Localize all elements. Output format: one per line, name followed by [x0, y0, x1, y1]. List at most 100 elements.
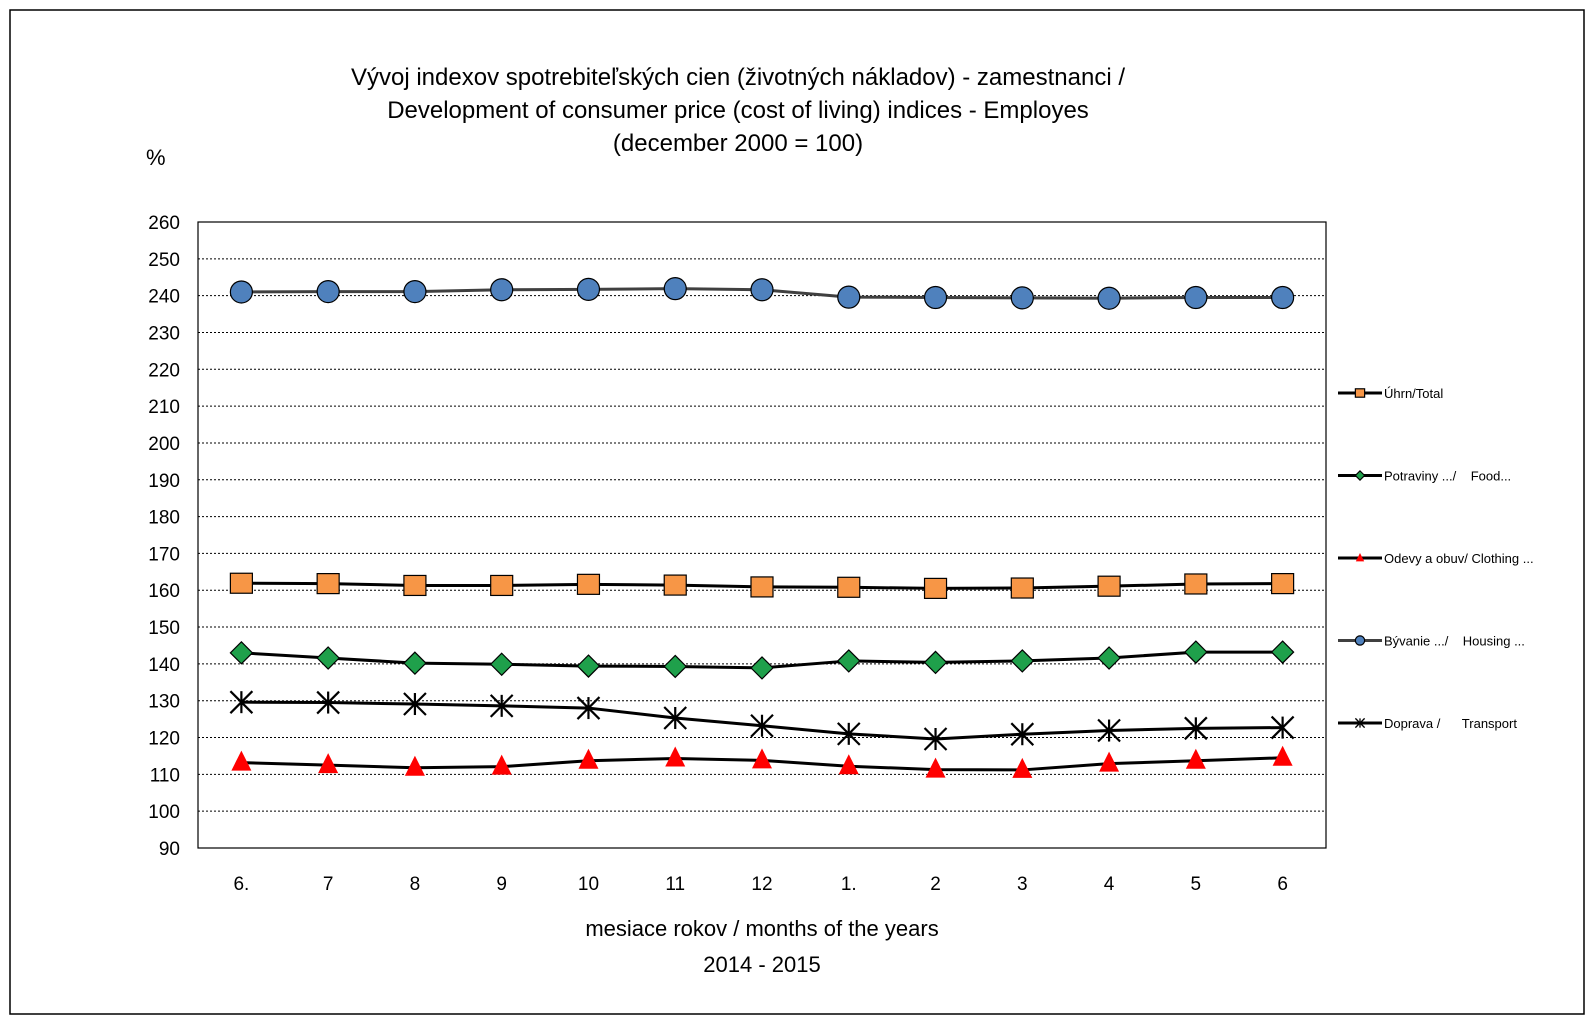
legend-marker	[1354, 635, 1366, 646]
data-point	[752, 748, 772, 769]
x-tick-label: 10	[578, 874, 599, 895]
data-point	[1270, 640, 1295, 664]
chart-title: Vývoj indexov spotrebiteľských cien (živ…	[351, 64, 1125, 157]
data-point	[665, 746, 686, 767]
legend: Úhrn/Total Potraviny .../ Food... Odevy a …	[1338, 386, 1534, 731]
y-tick-label: 180	[148, 508, 180, 529]
data-point	[1010, 577, 1034, 599]
data-point	[576, 573, 601, 595]
y-tick-label: 230	[148, 323, 180, 344]
data-point	[489, 652, 514, 677]
data-point	[1097, 575, 1121, 597]
plot-area	[198, 222, 1326, 848]
data-point	[1010, 722, 1035, 746]
data-point	[404, 755, 425, 776]
x-axis-title: mesiace rokov / months of the years 2014…	[585, 916, 938, 977]
legend-item: Doprava / Transport	[1338, 716, 1517, 731]
data-point	[576, 277, 601, 301]
data-point	[316, 279, 340, 304]
data-point	[1010, 286, 1034, 310]
data-point	[316, 690, 340, 715]
data-point	[1012, 757, 1033, 778]
y-tick-label: 110	[150, 765, 180, 786]
legend-marker	[1354, 717, 1366, 729]
y-tick-label: 210	[148, 397, 180, 418]
data-point	[750, 278, 774, 302]
data-point	[489, 694, 514, 718]
data-point	[837, 285, 861, 309]
data-point	[1270, 715, 1295, 740]
y-tick-label: 260	[148, 213, 180, 234]
data-point	[231, 750, 252, 771]
data-point	[750, 576, 774, 598]
data-point	[1185, 748, 1206, 769]
data-point	[663, 277, 687, 301]
legend-marker	[1355, 552, 1365, 562]
title-line-3: (december 2000 = 100)	[613, 130, 863, 157]
legend-label: Úhrn/Total	[1384, 386, 1443, 401]
data-point	[403, 279, 427, 304]
y-tick-label: 130	[148, 692, 180, 713]
data-point	[1272, 745, 1293, 766]
data-point	[490, 278, 514, 302]
x-tick-label: 6.	[233, 874, 249, 895]
x-tick-label: 3	[1017, 874, 1028, 895]
data-point	[1271, 573, 1295, 595]
title-line-2: Development of consumer price (cost of l…	[387, 97, 1089, 124]
legend-label: Bývanie .../ Housing ...	[1384, 634, 1525, 649]
y-tick-label: 90	[159, 839, 180, 860]
series-1	[229, 640, 1295, 680]
data-point	[923, 577, 948, 599]
data-point	[490, 574, 514, 597]
data-point	[1097, 718, 1121, 743]
y-tick-label: 170	[148, 544, 180, 565]
data-point	[403, 574, 427, 597]
legend-label: Doprava / Transport	[1384, 716, 1517, 731]
data-point	[750, 656, 774, 680]
y-tick-label: 160	[148, 581, 180, 602]
data-point	[229, 640, 254, 665]
data-point	[1097, 646, 1121, 670]
data-point	[576, 654, 601, 678]
data-point	[1099, 751, 1120, 772]
y-tick-label: 140	[148, 655, 180, 676]
y-tick-label: 100	[148, 802, 180, 823]
x-tick-label: 7	[323, 874, 334, 895]
series-2	[231, 745, 1293, 778]
x-tick-label: 4	[1104, 874, 1115, 895]
x-tick-label: 5	[1191, 874, 1202, 895]
y-tick-label: 200	[148, 434, 180, 455]
legend-item: Úhrn/Total	[1338, 386, 1443, 401]
x-axis-ticks: 6. 7 8 9 10 11 12 1. 2 3 4 5 6	[233, 874, 1287, 895]
series-layer	[229, 277, 1295, 778]
data-point	[838, 754, 859, 775]
x-tick-label: 1.	[841, 874, 857, 895]
legend-marker	[1354, 470, 1366, 481]
legend-item: Potraviny .../ Food...	[1338, 469, 1511, 484]
legend-item: Bývanie .../ Housing ...	[1338, 634, 1525, 649]
y-tick-label: 150	[148, 618, 180, 639]
y-tick-label: 120	[148, 729, 180, 750]
data-point	[1097, 286, 1121, 310]
title-line-1: Vývoj indexov spotrebiteľských cien (živ…	[351, 64, 1125, 91]
data-point	[837, 576, 861, 598]
y-axis-unit: %	[146, 145, 166, 170]
plot-frame	[197, 221, 1327, 849]
series-3	[229, 277, 1295, 310]
data-point	[663, 706, 688, 730]
data-point	[316, 646, 341, 670]
data-point	[923, 727, 948, 751]
x-tick-label: 9	[496, 874, 507, 895]
series-0	[229, 572, 1295, 599]
data-point	[1183, 640, 1208, 664]
data-point	[1184, 573, 1208, 595]
data-point	[229, 280, 253, 304]
legend-label: Odevy a obuv/ Clothing ...	[1384, 551, 1534, 566]
data-point	[663, 654, 688, 679]
data-point	[318, 753, 339, 774]
x-axis-title-line-1: mesiace rokov / months of the years	[585, 916, 938, 941]
data-point	[578, 748, 599, 769]
x-tick-label: 8	[410, 874, 421, 895]
data-point	[316, 573, 340, 595]
